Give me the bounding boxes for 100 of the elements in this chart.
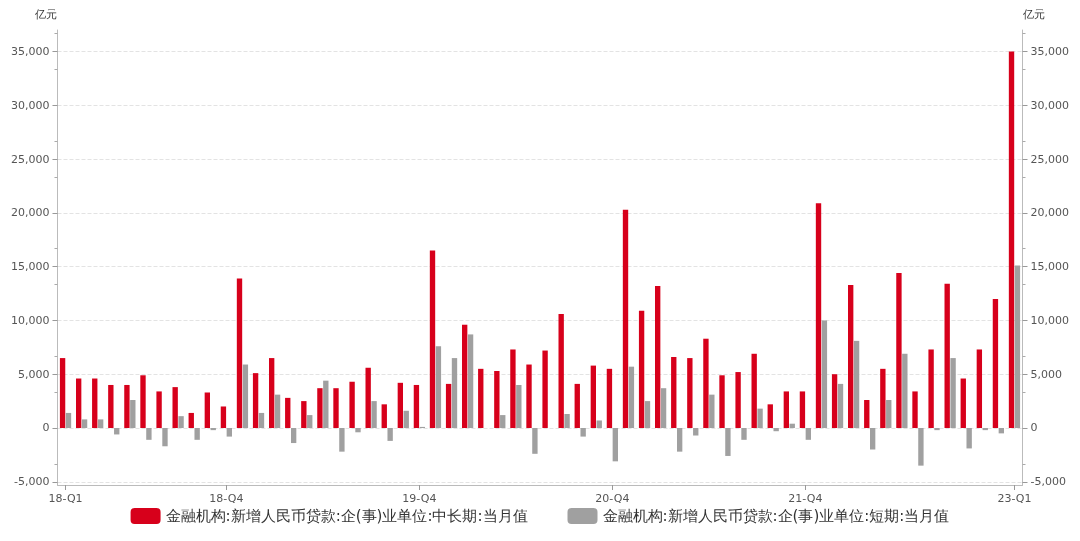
bar [869, 427, 876, 450]
x-tick-label: 19-Q4 [402, 492, 437, 505]
bar [660, 388, 667, 428]
bar [542, 350, 548, 428]
bar [301, 401, 307, 428]
bar [461, 324, 468, 428]
bar [709, 394, 715, 428]
x-tick-label: 23-Q1 [997, 492, 1032, 505]
bar [274, 394, 281, 428]
bar [564, 414, 570, 428]
bar [156, 391, 162, 428]
bar [960, 378, 966, 428]
bar [1014, 265, 1021, 428]
bar [719, 375, 725, 428]
bar [628, 366, 635, 428]
y-axis-title: 亿元 [34, 8, 58, 21]
bar [853, 340, 860, 428]
x-tick-label: 21-Q4 [788, 492, 823, 505]
bar [323, 380, 329, 428]
bar [108, 384, 114, 428]
y2-tick-label: 30,000 [1030, 98, 1070, 112]
bar [880, 368, 886, 428]
bar [950, 358, 956, 428]
bar [966, 427, 972, 449]
bar [349, 381, 355, 428]
bar [307, 415, 313, 428]
bar [371, 401, 377, 428]
bar [146, 427, 152, 440]
bar [130, 400, 136, 428]
y-tick-label: 10,000 [10, 313, 50, 327]
y2-tick-label: 35,000 [1030, 45, 1070, 59]
bar [381, 404, 387, 428]
bar [596, 420, 602, 428]
y-tick-label: 35,000 [10, 45, 50, 59]
x-tick-label: 20-Q4 [595, 492, 630, 505]
bar [510, 349, 516, 428]
bar [172, 387, 178, 428]
y-tick-label: 0 [42, 421, 50, 435]
bar [757, 408, 763, 428]
legend-label: 金融机构:新增人民币贷款:企(事)业单位:中长期:当月值 [165, 507, 528, 525]
x-tick-label: 18-Q1 [48, 492, 83, 505]
bar [532, 427, 538, 454]
y2-tick-label: 10,000 [1030, 313, 1070, 327]
bar [252, 373, 259, 428]
bar [693, 427, 699, 436]
bar [516, 384, 522, 428]
bar [821, 320, 828, 428]
bar [268, 358, 275, 428]
y2-tick-label: -5,000 [1030, 475, 1066, 489]
bar [478, 368, 484, 428]
bar [339, 427, 345, 452]
bar [741, 427, 747, 440]
bar [435, 346, 442, 428]
bar [896, 273, 902, 428]
y-tick-label: 20,000 [10, 206, 50, 220]
bar [333, 388, 339, 428]
bar [992, 298, 999, 428]
bar [467, 334, 474, 428]
bar [92, 378, 98, 428]
bar [429, 250, 436, 428]
bar [725, 427, 731, 456]
bar [242, 364, 249, 428]
bar [606, 368, 613, 428]
y2-tick-label: 15,000 [1030, 260, 1070, 274]
bar [590, 365, 597, 428]
bar [944, 283, 950, 428]
bar [837, 383, 844, 428]
bar [494, 370, 500, 428]
bar [75, 378, 82, 428]
bar [783, 391, 790, 428]
bar [445, 383, 452, 428]
y2-tick-label: 5,000 [1030, 367, 1063, 381]
bar [97, 419, 104, 428]
bar [864, 400, 870, 428]
bar [671, 357, 677, 428]
bar [799, 391, 806, 428]
bar [188, 412, 194, 428]
bar [976, 349, 983, 428]
bar [290, 427, 297, 444]
bar [912, 391, 918, 428]
bar [355, 427, 361, 433]
bar [574, 383, 580, 428]
bar [622, 209, 629, 428]
y-tick-label: 30,000 [10, 98, 50, 112]
bar [558, 313, 564, 428]
x-tick-label: 18-Q4 [209, 492, 244, 505]
bar [59, 358, 66, 428]
bar [655, 286, 661, 428]
y-tick-label: -5,000 [14, 475, 50, 489]
y2-axis-title: 亿元 [1021, 8, 1045, 21]
bar [934, 427, 940, 431]
y2-tick-label: 0 [1030, 421, 1038, 435]
bar [65, 412, 72, 428]
bar [317, 388, 323, 428]
bar [767, 404, 773, 428]
bar [703, 338, 709, 428]
bar [178, 416, 184, 428]
bar [848, 284, 854, 428]
bar [162, 427, 168, 447]
y2-tick-label: 20,000 [1030, 206, 1070, 220]
